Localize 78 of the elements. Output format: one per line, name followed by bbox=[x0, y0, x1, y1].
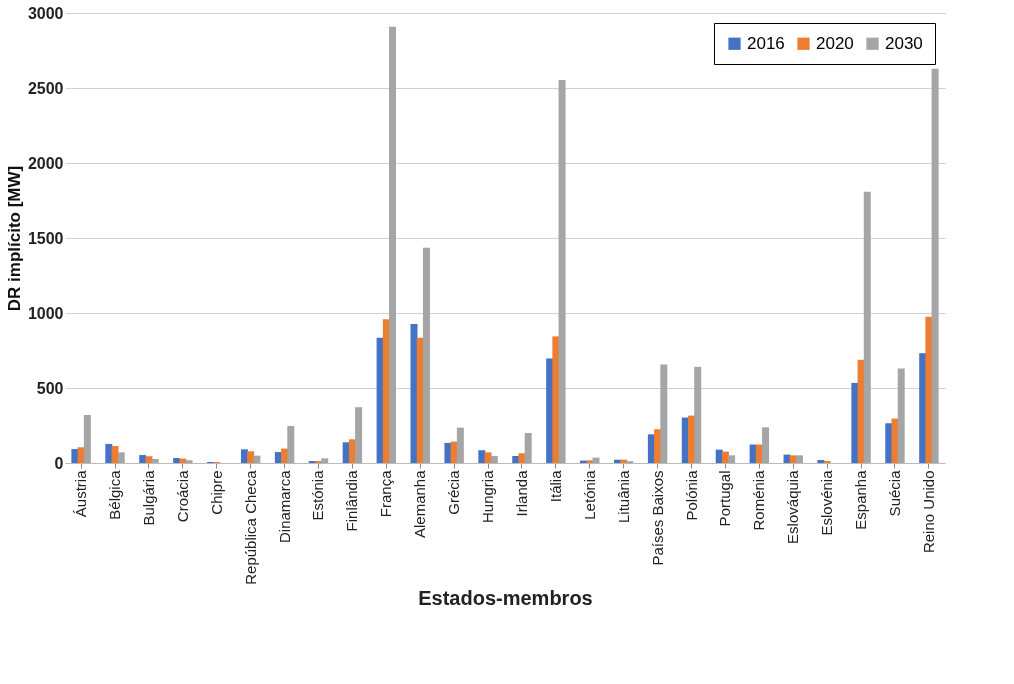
bar bbox=[83, 415, 91, 463]
legend-label: 2030 bbox=[885, 33, 923, 53]
bar bbox=[287, 425, 295, 463]
x-axis-title: Estados-membros bbox=[418, 586, 593, 609]
x-tick-label: França bbox=[377, 469, 395, 518]
x-tick-label: Bulgária bbox=[139, 469, 157, 526]
bar bbox=[931, 68, 939, 463]
bar bbox=[105, 443, 113, 463]
bar bbox=[660, 364, 668, 463]
bar bbox=[117, 452, 125, 463]
bar bbox=[422, 247, 430, 463]
bar bbox=[151, 458, 159, 463]
y-tick-label: 2000 bbox=[27, 154, 64, 172]
bar bbox=[592, 457, 600, 463]
bar bbox=[185, 460, 193, 463]
x-tick-label: Itália bbox=[546, 469, 564, 503]
bar bbox=[518, 453, 526, 463]
bar bbox=[478, 450, 486, 463]
y-tick-label: 2500 bbox=[27, 79, 64, 97]
bar bbox=[145, 456, 153, 463]
x-tick-label: Portugal bbox=[716, 470, 734, 527]
bar bbox=[490, 455, 498, 463]
x-tick-label: Alemanha bbox=[411, 469, 429, 539]
x-tick-label: Polónia bbox=[682, 469, 700, 521]
y-tick-label: 3000 bbox=[27, 4, 64, 22]
bar bbox=[558, 80, 566, 463]
x-tick-label: Grécia bbox=[445, 469, 463, 515]
bar bbox=[111, 446, 119, 463]
bar bbox=[863, 191, 871, 463]
y-tick-label: 500 bbox=[36, 379, 64, 397]
bar bbox=[484, 452, 492, 463]
bar bbox=[552, 336, 560, 463]
bar bbox=[925, 316, 933, 463]
bar bbox=[762, 427, 770, 463]
y-tick-label: 0 bbox=[54, 454, 64, 472]
x-tick-label: Hungria bbox=[479, 469, 497, 524]
bar bbox=[389, 26, 397, 463]
x-tick-label: Lituânia bbox=[614, 469, 632, 524]
x-tick-label: Países Baixos bbox=[648, 470, 666, 566]
y-tick-label: 1500 bbox=[27, 229, 64, 247]
bar bbox=[444, 442, 452, 463]
x-tick-label: Eslováquia bbox=[784, 469, 802, 544]
x-tick-label: Chipre bbox=[207, 470, 225, 515]
bar bbox=[586, 460, 594, 463]
legend-label: 2016 bbox=[747, 33, 785, 53]
bar bbox=[247, 451, 255, 463]
bar bbox=[355, 407, 363, 463]
bar bbox=[851, 382, 859, 463]
x-tick-label: Irlanda bbox=[512, 469, 530, 517]
y-axis-title: DR implícito [MW] bbox=[4, 165, 24, 312]
x-tick-label: Áustria bbox=[72, 469, 90, 518]
x-tick-label: Croácia bbox=[173, 469, 191, 523]
y-tick-label: 1000 bbox=[27, 304, 64, 322]
x-tick-label: Bélgica bbox=[106, 469, 124, 520]
bar bbox=[728, 455, 736, 463]
legend-label: 2020 bbox=[816, 33, 854, 53]
bar bbox=[817, 460, 825, 463]
bar bbox=[240, 449, 248, 463]
bar bbox=[897, 368, 905, 463]
bar bbox=[253, 455, 261, 463]
x-tick-label: República Checa bbox=[241, 469, 259, 585]
x-tick-label: Espanha bbox=[852, 469, 870, 530]
x-tick-label: Eslovénia bbox=[818, 469, 836, 536]
bar bbox=[321, 458, 329, 463]
bar bbox=[179, 458, 187, 463]
x-tick-label: Letónia bbox=[580, 469, 598, 520]
bar bbox=[891, 418, 899, 463]
x-tick-label: Estónia bbox=[309, 469, 327, 521]
bar bbox=[694, 366, 702, 463]
bar bbox=[795, 455, 803, 463]
x-tick-label: Roménia bbox=[750, 469, 768, 531]
x-tick-label: Finlândia bbox=[343, 469, 361, 532]
x-tick-label: Suécia bbox=[885, 469, 903, 517]
bar bbox=[456, 427, 464, 463]
bar bbox=[71, 449, 79, 463]
x-tick-label: Reino Unido bbox=[919, 470, 937, 554]
x-tick-label: Dinamarca bbox=[275, 469, 293, 544]
bar bbox=[524, 433, 532, 463]
